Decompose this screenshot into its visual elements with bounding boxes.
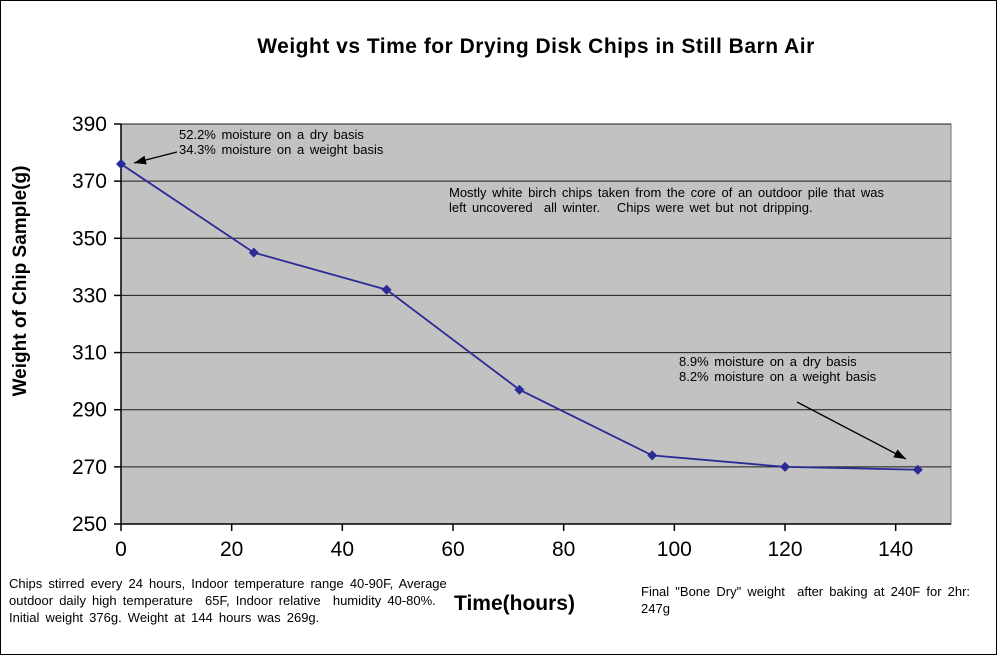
y-tick-label-310: 310 [72,342,107,365]
end-moisture-arrowhead [893,449,906,459]
y-tick-label-370: 370 [72,170,107,193]
annotation-end-moisture: 8.9% moisture on a dry basis 8.2% moistu… [679,354,877,384]
x-tick-label-40: 40 [331,538,354,561]
data-point-marker-24 [248,247,259,258]
x-tick-label-80: 80 [552,538,575,561]
y-tick-label-330: 330 [72,284,107,307]
x-tick-label-140: 140 [878,538,913,561]
y-tick-label-250: 250 [72,513,107,536]
footnote-conditions: Chips stirred every 24 hours, Indoor tem… [9,576,447,625]
data-point-marker-0 [116,159,126,169]
start-moisture-arrowhead [134,155,147,165]
x-tick-label-100: 100 [657,538,692,561]
y-tick-label-350: 350 [72,227,107,250]
x-tick-label-120: 120 [767,538,802,561]
x-tick-label-0: 0 [115,538,127,561]
footnote-bone-dry: Final "Bone Dry" weight after baking at … [641,584,971,616]
y-tick-label-390: 390 [72,113,107,136]
y-tick-label-270: 270 [72,456,107,479]
annotation-chips-note: Mostly white birch chips taken from the … [449,185,884,215]
x-axis-title: Time(hours) [454,592,575,615]
chart-title: Weight vs Time for Drying Disk Chips in … [257,35,815,58]
data-point-marker-120 [780,461,790,472]
data-point-marker-144 [912,464,923,475]
data-point-marker-96 [647,450,658,461]
end-moisture-arrow-line [796,401,907,460]
data-point-marker-48 [381,284,392,295]
data-point-marker-72 [514,384,525,395]
plot-area [120,123,952,525]
y-tick-label-290: 290 [72,399,107,422]
x-tick-label-60: 60 [441,538,464,561]
annotation-start-moisture: 52.2% moisture on a dry basis 34.3% mois… [179,127,384,157]
x-tick-label-20: 20 [220,538,243,561]
